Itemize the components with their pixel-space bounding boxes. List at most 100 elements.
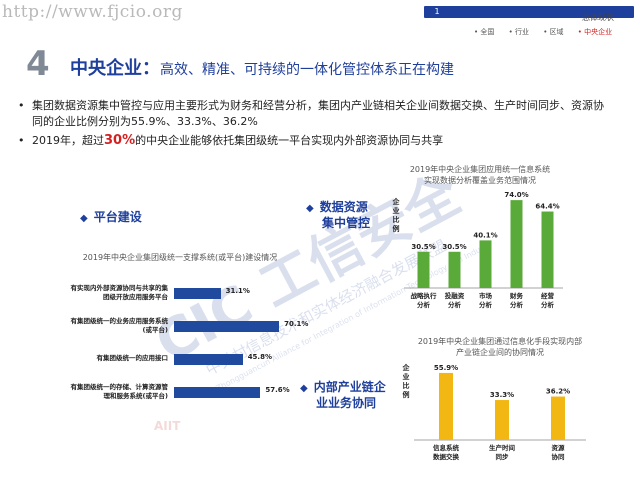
- data-chart-title-l2: 实现数据分析覆盖业务范围情况: [424, 176, 536, 185]
- bullet-item: 集团数据资源集中管控与应用主要形式为财务和经营分析，集团内产业链相关企业间数据交…: [14, 98, 614, 130]
- platform-bar-track: 70.1%: [174, 320, 324, 332]
- section-number: 1: [430, 6, 444, 18]
- y-axis-label-char: 例: [403, 390, 410, 399]
- tab-industry[interactable]: • 行业: [508, 28, 529, 36]
- category-label: 投融资: [445, 291, 465, 300]
- platform-bar-row: 有实现内外部资源协同与共享的集 团级开放应用服务平台 31.1%: [40, 282, 340, 312]
- bullet-text: 集团数据资源集中管控与应用主要形式为财务和经营分析，集团内产业链相关企业间数据交…: [32, 99, 604, 128]
- platform-bar: [174, 288, 221, 299]
- platform-bar-value: 70.1%: [284, 320, 309, 328]
- bar: [551, 396, 565, 440]
- category-label: 分析: [510, 300, 524, 309]
- tab-national[interactable]: • 全国: [474, 28, 495, 36]
- y-axis-label-char: 企: [402, 363, 411, 372]
- diamond-icon: ◆: [300, 383, 308, 394]
- tab-region[interactable]: • 区域: [543, 28, 564, 36]
- bar-value-label: 74.0%: [504, 191, 528, 199]
- category-label: 协同: [552, 452, 566, 461]
- category-label: 同步: [496, 452, 510, 461]
- y-axis-label-char: 企: [392, 197, 401, 206]
- platform-bar-label-line: 团级开放应用服务平台: [103, 293, 168, 301]
- page-title-sub: 高效、精准、可持续的一体化管控体系正在构建: [160, 62, 454, 78]
- category-label: 战略执行: [411, 291, 438, 300]
- category-label: 生产时间: [489, 443, 516, 452]
- section-data-l1: 数据资源: [319, 200, 368, 214]
- category-label: 分析: [417, 300, 431, 309]
- page-title-main: 中央企业：: [70, 58, 160, 79]
- category-label: 经营: [541, 291, 555, 300]
- section-data-resources: ◆ 数据资源 集中管控: [306, 200, 386, 231]
- bullet-list: 集团数据资源集中管控与应用主要形式为财务和经营分析，集团内产业链相关企业间数据交…: [14, 98, 614, 152]
- chain-chart-title-l1: 2019年中央企业集团通过信息化手段实现内部: [417, 337, 583, 346]
- tab-central-enterprise[interactable]: • 中央企业: [577, 28, 613, 36]
- heading-number: 4: [26, 44, 50, 84]
- topnav-tabs: • 全国 • 行业 • 区域 • 中央企业: [474, 27, 624, 37]
- platform-bar: [174, 354, 243, 365]
- platform-bar-value: 31.1%: [225, 287, 250, 295]
- section-chain-l1: 内部产业链企: [313, 380, 386, 394]
- bar-value-label: 36.2%: [546, 388, 570, 396]
- bullet-text-post: 的中央企业能够依托集团级统一平台实现内外部资源协同与共享: [135, 134, 444, 147]
- category-label: 分析: [479, 300, 493, 309]
- topnav-bar: 1: [424, 6, 634, 18]
- category-label: 资源: [552, 443, 566, 452]
- section-industry-chain: ◆ 内部产业链企 业业务协同: [300, 380, 400, 411]
- bar-value-label: 30.5%: [442, 243, 466, 251]
- y-axis-label-char: 例: [393, 224, 400, 233]
- y-axis-label-char: 比: [403, 381, 410, 390]
- highlight-value: 30%: [104, 133, 136, 148]
- section-chain-l2: 业业务协同: [316, 396, 377, 410]
- platform-bar-label-line: 有集团级统一的存储、计算资源管: [70, 383, 169, 391]
- watermark-url: http://www.fjcio.org: [2, 2, 183, 22]
- platform-bar-label: 有集团级统一的应用接口: [40, 354, 169, 363]
- platform-chart-title: 2019年中央企业集团级统一支撑系统(或平台)建设情况: [82, 253, 278, 262]
- data-bar-chart: 企业比例 30.5% 战略执行 分析 30.5% 投融资 分析 40.1% 市场 分析 74.0% 财…: [390, 190, 620, 324]
- category-label: 数据交换: [433, 452, 460, 461]
- platform-bar-label-line: 有实现内外部资源协同与共享的集: [70, 284, 169, 292]
- platform-bar-label-line: 理和服务系统(或平台): [103, 392, 168, 400]
- page-title: 中央企业：高效、精准、可持续的一体化管控体系正在构建: [70, 54, 454, 80]
- bar: [510, 200, 523, 288]
- bar-value-label: 55.9%: [434, 364, 458, 372]
- platform-bar-value: 45.8%: [247, 353, 272, 361]
- section-title: 总体现状: [582, 13, 614, 22]
- platform-bar-label-line: 有集团级统一的应用接口: [96, 354, 169, 362]
- platform-bar-track: 45.8%: [174, 353, 324, 365]
- bar-value-label: 33.3%: [490, 391, 514, 399]
- category-label: 市场: [479, 291, 493, 300]
- chain-bar-chart: 企业比例 55.9% 信息系统 数据交换 33.3% 生产时间 同步 36.2% 资源 协同: [400, 358, 600, 480]
- bar: [417, 251, 430, 288]
- bar: [479, 240, 492, 288]
- platform-bar-row: 有集团级统一的存储、计算资源管 理和服务系统(或平台) 57.6%: [40, 381, 340, 411]
- y-axis-label-char: 比: [393, 215, 400, 224]
- bullet-item: 2019年，超过30%的中央企业能够依托集团级统一平台实现内外部资源协同与共享: [14, 133, 614, 149]
- category-label: 财务: [510, 291, 524, 300]
- chain-chart-title: 2019年中央企业集团通过信息化手段实现内部 产业链企业间的协同情况: [390, 336, 610, 358]
- bar: [495, 400, 509, 440]
- platform-bar-label-line: (或平台): [142, 326, 168, 334]
- data-chart-title-l1: 2019年中央企业集团应用统一信息系统: [409, 165, 551, 174]
- data-chart-title: 2019年中央企业集团应用统一信息系统 实现数据分析覆盖业务范围情况: [380, 164, 580, 186]
- bar: [448, 251, 461, 288]
- section-platform: ◆ 平台建设: [80, 210, 142, 226]
- platform-bar-track: 57.6%: [174, 386, 324, 398]
- platform-bar-track: 31.1%: [174, 287, 324, 299]
- bar: [439, 372, 453, 440]
- bar-value-label: 30.5%: [411, 243, 435, 251]
- category-label: 分析: [448, 300, 462, 309]
- logo-short: AIIT: [154, 419, 181, 433]
- category-label: 信息系统: [433, 443, 460, 452]
- platform-bar-label: 有实现内外部资源协同与共享的集 团级开放应用服务平台: [40, 284, 169, 302]
- chain-chart-title-l2: 产业链企业间的协同情况: [456, 348, 544, 357]
- category-label: 分析: [541, 300, 555, 309]
- platform-bar: [174, 321, 280, 332]
- bullet-text-pre: 2019年，超过: [32, 134, 104, 147]
- platform-bar-value: 57.6%: [265, 386, 290, 394]
- bar-value-label: 40.1%: [473, 231, 497, 239]
- platform-bar-label: 有集团级统一的业务应用服务系统 (或平台): [40, 317, 169, 335]
- y-axis-label-char: 业: [403, 372, 410, 381]
- diamond-icon: ◆: [80, 213, 88, 224]
- platform-bar-row: 有集团级统一的应用接口 45.8%: [40, 348, 340, 378]
- platform-bar-chart: 有实现内外部资源协同与共享的集 团级开放应用服务平台 31.1% 有集团级统一的业务应…: [40, 282, 340, 412]
- top-navigation: 1 总体现状 • 全国 • 行业 • 区域 • 中央企业: [424, 6, 634, 36]
